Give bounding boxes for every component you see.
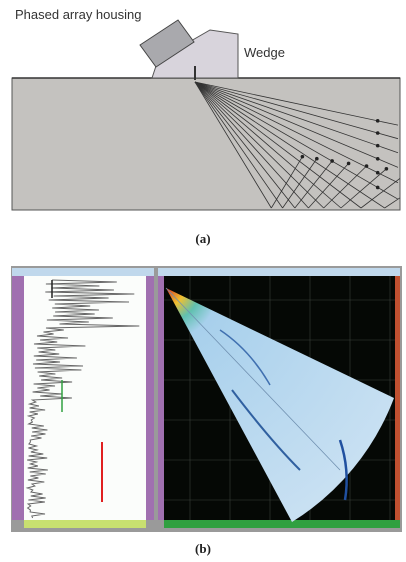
ray-tip [301,155,305,159]
left-ruler [12,276,24,520]
ray-tip [347,162,351,166]
ray-tip [315,157,319,161]
ray-tip [330,159,334,163]
caption-b: (b) [195,541,211,556]
ascan-footer [24,520,146,528]
ray-tip [376,171,380,175]
color-scale [395,276,400,520]
ray-tip [376,186,380,190]
ray-tip [365,164,369,168]
right-header [158,268,400,276]
housing-label: Phased array housing [15,7,141,22]
caption-a: (a) [195,231,210,246]
ray-tip [376,131,380,135]
ray-tip [376,144,380,148]
sscan-footer [164,520,400,528]
ray-tip [385,167,389,171]
figure: Phased array housing Wedge (a) (b) [0,0,406,562]
ray-tip [376,157,380,161]
left-header [12,268,154,276]
page: {"labels": {"housing": "Phased array hou… [0,0,406,562]
ray-tip [376,119,380,123]
sscan-ruler [158,276,164,520]
wedge-label: Wedge [244,45,285,60]
mid-ruler [146,276,154,520]
